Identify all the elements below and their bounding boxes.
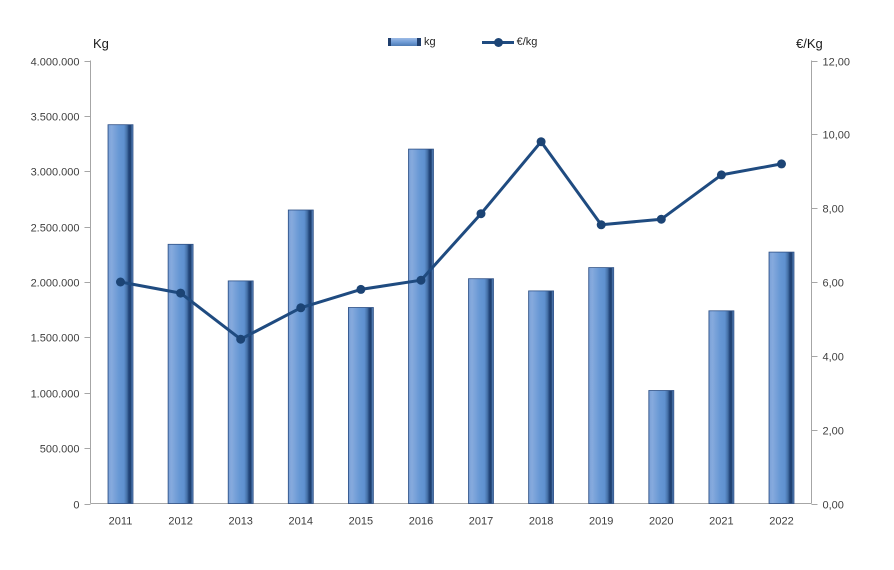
left-tick-label: 3.500.000: [31, 112, 80, 124]
right-tick-label: 4,00: [823, 352, 844, 364]
right-tick-label: 6,00: [823, 278, 844, 290]
left-tick-label: 0: [73, 500, 79, 512]
bar-2021: [708, 310, 735, 504]
legend-label-kg: kg: [424, 36, 436, 48]
left-tick-label: 4.000.000: [31, 57, 80, 69]
eur-per-kg-point-2011: [116, 277, 125, 287]
left-tick-label: 3.000.000: [31, 167, 80, 179]
right-tick-label: 2,00: [823, 426, 844, 438]
eur-per-kg-point-2014: [296, 303, 306, 313]
x-tick-label-2016: 2016: [409, 516, 433, 528]
bar-2019: [588, 267, 615, 504]
bar-2018: [528, 290, 554, 504]
eur-per-kg-point-2012: [176, 288, 186, 298]
left-tick-label: 500.000: [40, 444, 80, 456]
bar-2012: [167, 243, 194, 504]
bar-2020: [648, 390, 675, 504]
left-tick-label: 2.500.000: [31, 223, 80, 235]
right-tick-label: 0,00: [823, 500, 844, 512]
left-tick-label: 2.000.000: [31, 278, 80, 290]
bar-series-swatch-icon: [388, 38, 421, 46]
x-tick-label-2012: 2012: [168, 516, 192, 528]
x-tick-label-2022: 2022: [769, 516, 793, 528]
right-tick-label: 12,00: [823, 57, 851, 69]
legend-item-eur-per-kg: €/kg: [481, 36, 538, 48]
eur-per-kg-point-2016: [416, 275, 426, 285]
line-series-swatch-icon: [481, 37, 514, 47]
x-tick-label-2013: 2013: [228, 516, 252, 528]
eur-per-kg-point-2013: [236, 334, 246, 344]
right-axis-title: €/Kg: [796, 36, 823, 51]
eur-per-kg-point-2018: [536, 137, 546, 147]
line-marker-icon: [493, 37, 503, 47]
eur-per-kg-point-2022: [777, 159, 786, 169]
eur-per-kg-point-2019: [596, 220, 606, 230]
bar-2015: [347, 307, 374, 504]
right-tick-label: 8,00: [823, 204, 844, 216]
left-tick-label: 1.000.000: [31, 389, 80, 401]
x-tick-label-2011: 2011: [109, 516, 133, 528]
eur-per-kg-point-2015: [356, 284, 366, 294]
eur-per-kg-point-2017: [476, 209, 486, 219]
eur-per-kg-point-2020: [656, 214, 666, 224]
right-tick-label: 10,00: [823, 130, 851, 142]
x-tick-label-2017: 2017: [469, 516, 493, 528]
x-tick-label-2015: 2015: [349, 516, 373, 528]
x-tick-label-2021: 2021: [709, 516, 733, 528]
legend-item-kg: kg: [388, 36, 436, 48]
chart-legend: kg €/kg: [388, 36, 537, 48]
x-tick-label-2019: 2019: [589, 516, 613, 528]
bar-2016: [408, 148, 434, 504]
left-tick-label: 1.500.000: [31, 333, 80, 345]
legend-label-eur-per-kg: €/kg: [516, 36, 538, 48]
bar-2011: [107, 124, 134, 504]
bar-2013: [227, 280, 254, 504]
eur-per-kg-line: [119, 140, 783, 341]
bar-2014: [287, 209, 314, 504]
x-tick-label-2020: 2020: [649, 516, 673, 528]
x-tick-label-2014: 2014: [289, 516, 313, 528]
bar-2017: [468, 278, 494, 504]
left-axis-title: Kg: [93, 36, 109, 51]
eur-per-kg-point-2021: [716, 170, 726, 180]
x-tick-label-2018: 2018: [529, 516, 553, 528]
bar-2022: [768, 251, 795, 504]
